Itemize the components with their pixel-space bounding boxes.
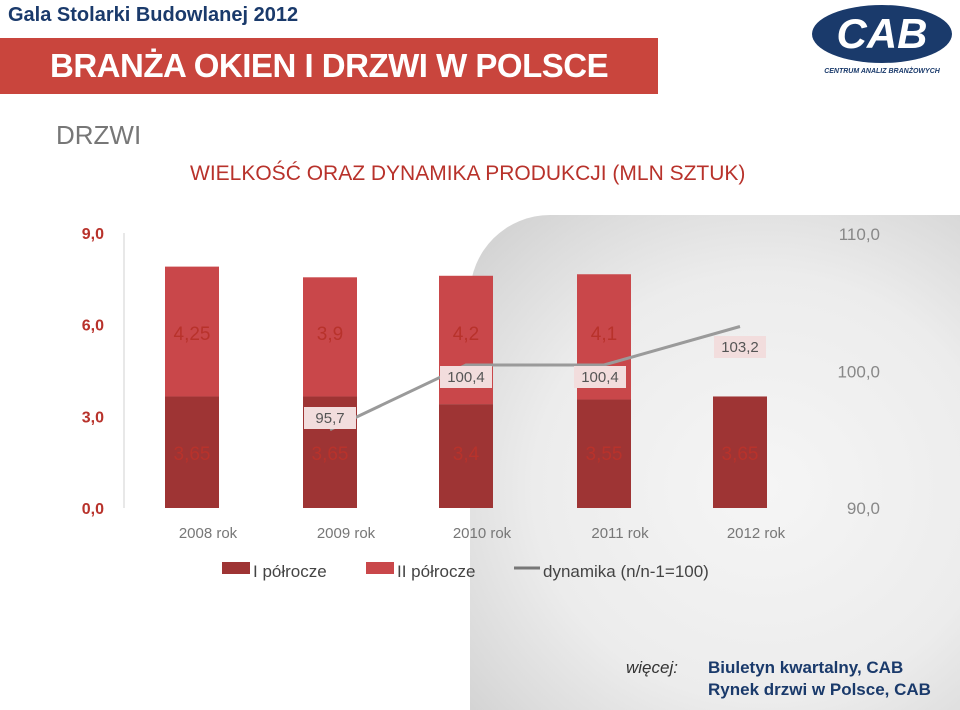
source-door-market-report[interactable]: Rynek drzwi w Polsce, CAB [708,680,931,699]
banner-text: BRANŻA OKIEN I DRZWI W POLSCE [50,47,609,84]
data-label-first-half: 3,4 [453,444,480,465]
line-label-background [440,366,492,388]
x-tick-label: 2011 rok [591,525,649,542]
y-left-tick-label: 6,0 [82,318,104,335]
legend-swatch-second-half [366,562,394,574]
cab-logo-mark: CAB [812,5,952,63]
series-line-dynamics [329,325,741,431]
data-label-first-half: 3,55 [586,444,623,465]
legend-label-second-half: II półrocze [397,562,475,581]
source-quarterly-bulletin[interactable]: Biuletyn kwartalny, CAB [708,658,904,677]
event-title: Gala Stolarki Budowlanej 2012 [8,4,299,26]
data-label-first-half: 3,65 [312,444,349,465]
logo-caption: CENTRUM ANALIZ BRANŻOWYCH [824,68,940,75]
bar-first-half [713,396,767,508]
y-left-tick-label: 0,0 [82,501,104,518]
y-right-tick-label: 100,0 [837,363,880,382]
y-left-tick-label: 3,0 [82,409,104,426]
y-left-tick-label: 9,0 [82,226,104,243]
y-right-tick-label: 110,0 [839,225,880,244]
line-label-background [714,336,766,358]
bar-first-half [439,404,493,508]
line-label-background [304,407,356,429]
data-label-second-half: 3,9 [317,324,343,345]
data-label-first-half: 3,65 [174,444,211,465]
line-label-dynamics: 95,7 [315,410,344,427]
bar-first-half [577,399,631,508]
line-label-background [574,366,626,388]
bar-second-half [165,266,219,397]
x-tick-label: 2009 rok [317,525,376,542]
legend-label-dynamics: dynamika (n/n-1=100) [543,562,709,581]
data-label-second-half: 4,2 [453,324,479,345]
cab-logo: CAB CENTRUM ANALIZ BRANŻOWYCH [808,2,956,80]
chart-title: WIELKOŚĆ ORAZ DYNAMIKA PRODUKCJI (MLN SZ… [190,162,746,185]
x-tick-label: 2008 rok [179,525,238,542]
logo-mark-text: CAB [837,10,928,57]
x-tick-label: 2012 rok [727,525,786,542]
data-label-second-half: 4,1 [591,324,617,345]
bar-second-half [303,277,357,397]
footer-sources: więcej: Biuletyn kwartalny, CAB Rynek dr… [600,652,960,710]
bar-first-half [165,396,219,508]
legend-swatch-first-half [222,562,250,574]
data-label-first-half: 3,65 [722,444,759,465]
line-label-dynamics: 100,4 [447,369,485,386]
y-right-tick-label: 90,0 [847,499,880,518]
section-title: DRZWI [56,120,142,150]
legend-label-first-half: I półrocze [253,562,327,581]
line-label-dynamics: 100,4 [581,369,619,386]
title-banner: BRANŻA OKIEN I DRZWI W POLSCE [0,38,658,94]
line-label-dynamics: 103,2 [721,339,759,356]
more-label: więcej: [626,658,678,677]
data-label-second-half: 4,25 [174,324,211,345]
x-tick-label: 2010 rok [453,525,512,542]
